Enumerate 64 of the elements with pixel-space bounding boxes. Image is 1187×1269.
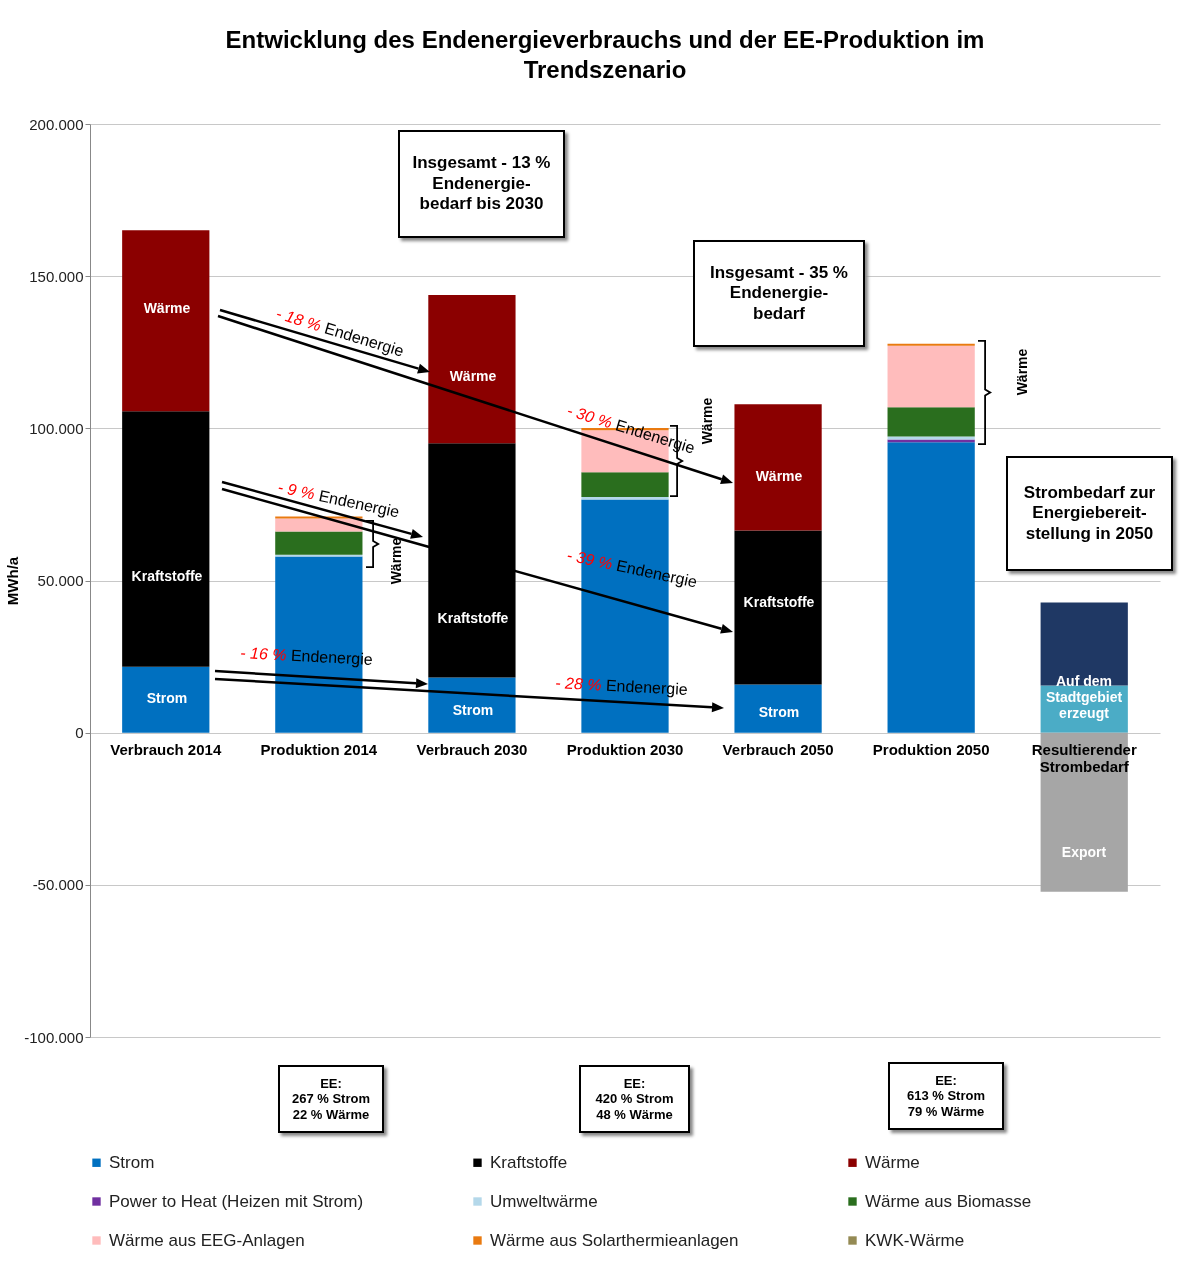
annotation: Wärme	[143, 300, 191, 316]
annotation: Wärme	[449, 368, 497, 384]
bar	[428, 443, 516, 678]
text-box: Insgesamt - 35 % Endenergie- bedarf	[693, 240, 865, 347]
annotation: Kraftstoffe	[131, 568, 203, 584]
annotation: Export	[1061, 844, 1107, 860]
legend-label: Wärme	[865, 1152, 920, 1172]
annotation: Strom	[452, 702, 494, 718]
y-tick-label: 0	[75, 724, 84, 742]
text-box: EE: 267 % Strom 22 % Wärme	[278, 1065, 384, 1133]
annotation: Kraftstoffe	[743, 594, 815, 610]
x-tick-label: Produktion 2014	[260, 741, 378, 759]
annotation: Wärme	[388, 537, 404, 585]
bar	[275, 518, 363, 532]
legend-label: Umweltwärme	[490, 1191, 598, 1211]
bar	[887, 345, 975, 408]
bar	[734, 404, 822, 531]
x-tick-label: Verbrauch 2030	[416, 741, 528, 759]
y-tick-label: -50.000	[32, 876, 84, 894]
x-tick-label: Produktion 2030	[566, 741, 684, 759]
y-tick-label: 200.000	[29, 115, 84, 133]
annotation: Strom	[758, 704, 800, 720]
text-box: EE: 613 % Strom 79 % Wärme	[888, 1062, 1004, 1130]
legend-label: Wärme aus EEG-Anlagen	[109, 1230, 305, 1250]
y-axis-title: MWh/a	[4, 556, 22, 606]
bar	[887, 442, 975, 733]
text-box: Strombedarf zur Energiebereit- stellung in 2050	[1006, 456, 1173, 571]
x-tick-label: Produktion 2050	[872, 741, 990, 759]
y-tick-label: -100.000	[24, 1028, 84, 1046]
bar	[734, 684, 822, 733]
annotation: Wärme	[1014, 348, 1030, 396]
annotation: Strom	[146, 690, 188, 706]
bar	[275, 531, 363, 555]
x-tick-label: Verbrauch 2014	[110, 741, 222, 759]
bar	[734, 530, 822, 685]
x-tick-label: Verbrauch 2050	[722, 741, 834, 759]
annotation: Auf dem Stadtgebiet erzeugt	[1045, 673, 1123, 721]
bar	[122, 666, 210, 733]
x-tick-label: Resultierender Strombedarf	[1031, 741, 1137, 776]
text-box: Insgesamt - 13 % Endenergie- bedarf bis 2030	[398, 130, 565, 238]
y-tick-label: 100.000	[29, 419, 84, 437]
legend-label: KWK-Wärme	[865, 1230, 965, 1250]
legend-label: Strom	[109, 1152, 155, 1172]
bar	[428, 295, 516, 444]
annotation: - 16 % Endenergie	[239, 644, 374, 668]
legend-label: Kraftstoffe	[490, 1152, 568, 1172]
y-tick-label: 150.000	[29, 267, 84, 285]
annotation: Kraftstoffe	[437, 610, 509, 626]
annotation: Wärme	[755, 468, 803, 484]
legend-label: Wärme aus Biomasse	[865, 1191, 1032, 1211]
y-tick-label: 50.000	[37, 572, 84, 589]
text-box: EE: 420 % Strom 48 % Wärme	[579, 1065, 690, 1133]
bar	[887, 343, 975, 346]
annotation: Wärme	[699, 397, 715, 445]
bar	[428, 677, 516, 733]
bar	[122, 230, 210, 412]
bar	[887, 407, 975, 437]
bar	[1040, 602, 1128, 686]
bar	[581, 497, 669, 500]
legend-label: Wärme aus Solarthermieanlagen	[490, 1230, 739, 1250]
annotation: - 28 % Endenergie	[554, 674, 689, 698]
bar	[122, 411, 210, 667]
chart-title: Entwicklung des Endenergieverbrauchs und der EE-Produktion im Trendszenario	[225, 26, 985, 83]
legend-label: Power to Heat (Heizen mit Strom)	[109, 1191, 364, 1211]
